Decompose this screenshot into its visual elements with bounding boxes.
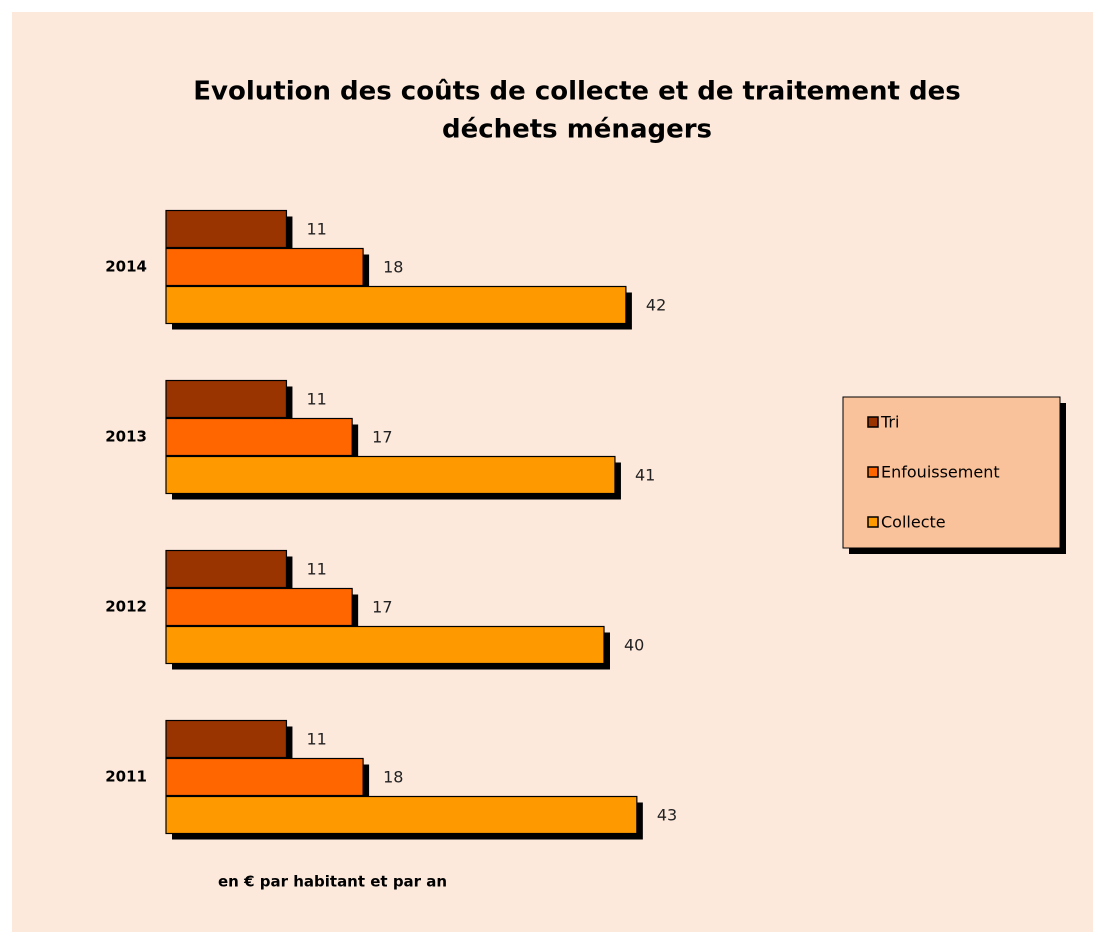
value-label: 41 xyxy=(635,466,655,485)
legend xyxy=(842,396,1061,549)
bar xyxy=(165,757,364,797)
y-tick-label: 2013 xyxy=(105,428,147,446)
value-label: 17 xyxy=(372,598,392,617)
legend-swatch xyxy=(867,516,879,528)
bar xyxy=(165,795,638,835)
bar xyxy=(165,379,288,419)
value-label: 40 xyxy=(624,636,644,655)
bar xyxy=(165,247,364,287)
value-label: 18 xyxy=(383,258,403,277)
value-label: 42 xyxy=(646,296,666,315)
legend-label: Tri xyxy=(880,413,899,432)
legend-label: Enfouissement xyxy=(881,463,1000,482)
value-label: 17 xyxy=(372,428,392,447)
bar xyxy=(165,417,353,457)
bar xyxy=(165,209,288,249)
bar xyxy=(165,549,288,589)
value-label: 11 xyxy=(306,730,326,749)
y-tick-label: 2011 xyxy=(105,768,147,786)
legend-swatch xyxy=(867,466,879,478)
bar xyxy=(165,625,605,665)
y-tick-label: 2014 xyxy=(105,258,147,276)
bar xyxy=(165,285,627,325)
value-label: 11 xyxy=(306,390,326,409)
value-label: 11 xyxy=(306,560,326,579)
bar xyxy=(165,719,288,759)
note: en € par habitant et par an xyxy=(218,873,447,891)
bar xyxy=(165,455,616,495)
legend-swatch xyxy=(867,416,879,428)
value-label: 43 xyxy=(657,806,677,825)
legend-label: Collecte xyxy=(881,513,946,532)
bar xyxy=(165,587,353,627)
y-tick-label: 2012 xyxy=(105,598,147,616)
chart-title: déchets ménagers xyxy=(442,115,712,145)
chart-title: Evolution des coûts de collecte et de tr… xyxy=(193,77,960,107)
value-label: 18 xyxy=(383,768,403,787)
value-label: 11 xyxy=(306,220,326,239)
